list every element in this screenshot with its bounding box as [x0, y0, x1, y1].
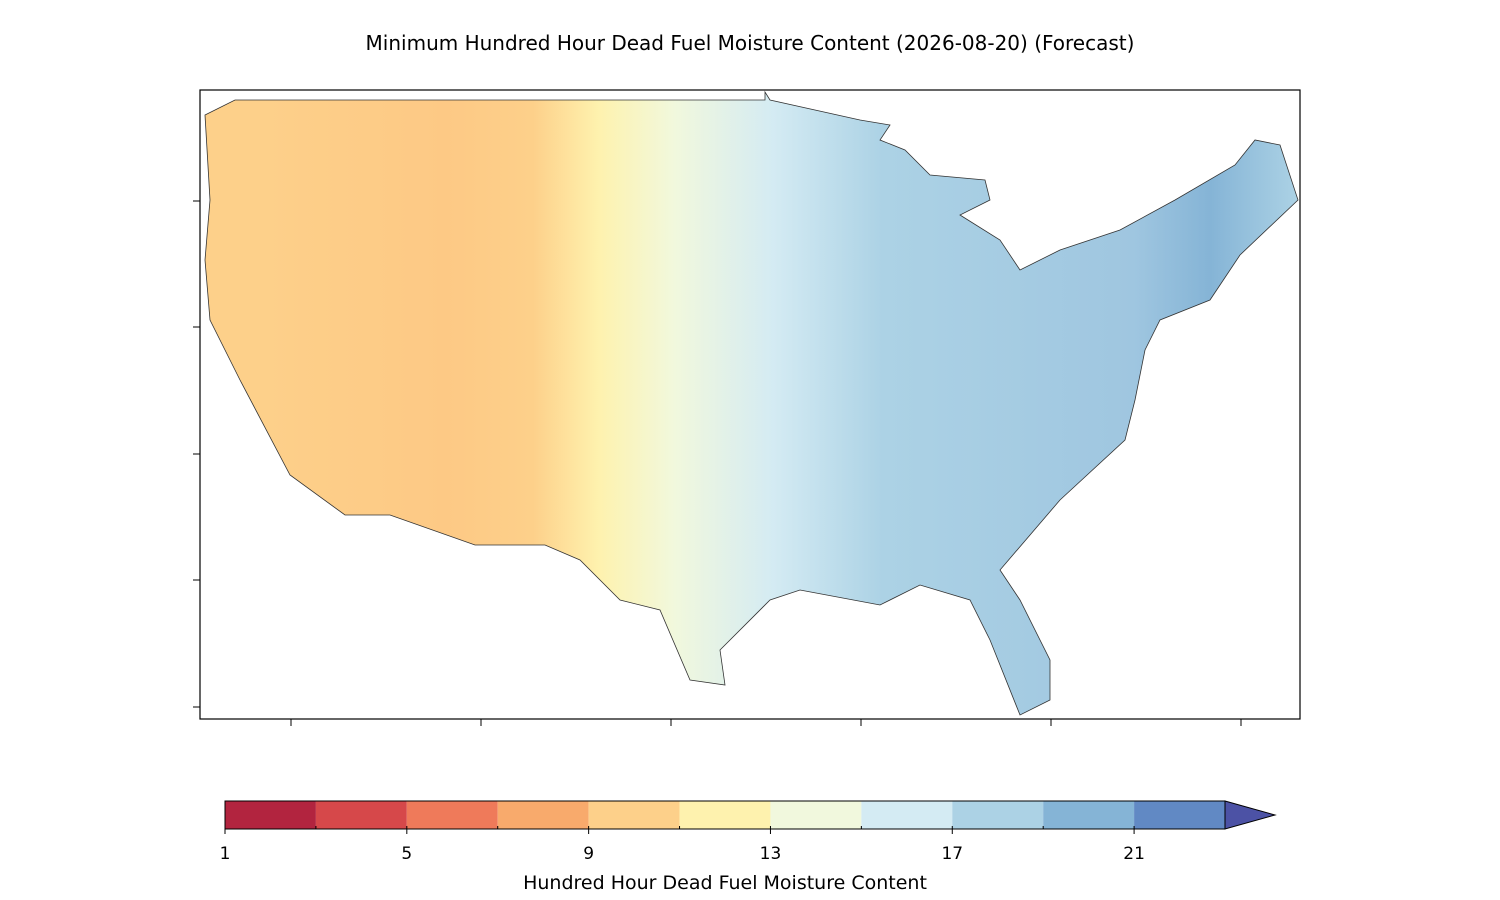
- colorbar-extend: [1224, 800, 1277, 830]
- colorbar-bin: [497, 801, 589, 829]
- colorbar-tick-label: 1: [220, 844, 231, 864]
- colorbar-tick-label: 21: [1123, 844, 1145, 864]
- colorbar-bin: [861, 801, 953, 829]
- colorbar-bin: [1043, 801, 1135, 829]
- colorbar-tick-label: 9: [583, 844, 594, 864]
- us-map: [204, 90, 1299, 716]
- colorbar-bin: [1134, 801, 1225, 829]
- map-frame: [199, 89, 1301, 720]
- colorbar-label: Hundred Hour Dead Fuel Moisture Content: [523, 872, 927, 894]
- colorbar-tick-label: 5: [401, 844, 412, 864]
- chart-title: Minimum Hundred Hour Dead Fuel Moisture …: [366, 31, 1135, 55]
- axis-ticks: [193, 200, 1242, 726]
- colorbar-bin: [952, 801, 1044, 829]
- colorbar-bin: [406, 801, 498, 829]
- map: [193, 89, 1301, 726]
- colorbar-bin: [225, 801, 316, 829]
- colorbar: 1 5 9 13 17 21: [220, 800, 1277, 864]
- colorbar-tick-label: 13: [760, 844, 782, 864]
- colorbar-bin: [679, 801, 771, 829]
- colorbar-tick-label: 17: [941, 844, 963, 864]
- colorbar-frame: [224, 800, 1226, 830]
- colorbar-bin: [588, 801, 680, 829]
- colorbar-bin: [770, 801, 862, 829]
- colorbar-bin: [315, 801, 407, 829]
